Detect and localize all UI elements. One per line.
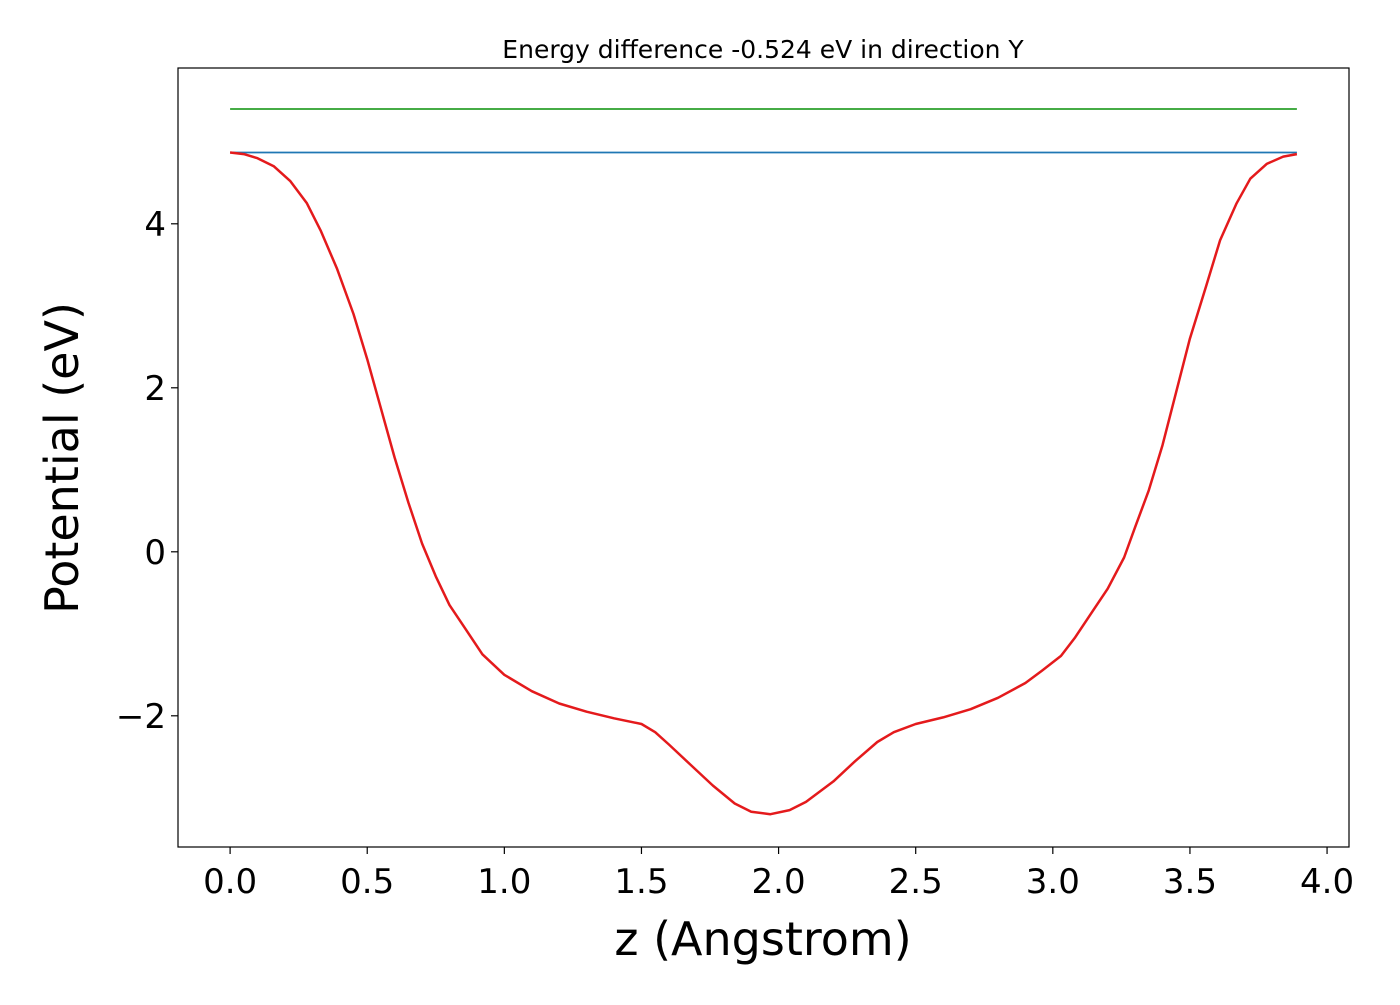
x-tick-label: 4.0 xyxy=(1300,862,1354,902)
series-line-3 xyxy=(229,151,1298,816)
x-axis-label: z (Angstrom) xyxy=(614,912,911,966)
x-tick-label: 2.0 xyxy=(752,862,806,902)
x-tick-label: 3.0 xyxy=(1026,862,1080,902)
x-tick-label: 0.0 xyxy=(203,862,257,902)
x-tick-label: 1.5 xyxy=(614,862,668,902)
x-tick-label: 3.5 xyxy=(1163,862,1217,902)
y-tick-label: 4 xyxy=(144,205,166,245)
x-axis-ticks: 0.0 0.5 1.0 1.5 2.0 2.5 3.0 3.5 4.0 xyxy=(203,847,1354,902)
chart-title: Energy difference -0.524 eV in direction… xyxy=(502,35,1024,64)
y-axis-ticks: −2 0 2 4 xyxy=(116,205,178,737)
plot-area xyxy=(229,108,1298,816)
plot-frame xyxy=(177,67,1350,848)
x-tick-label: 1.0 xyxy=(477,862,531,902)
y-tick-label: −2 xyxy=(116,697,166,737)
y-axis-label: Potential (eV) xyxy=(35,302,89,614)
y-tick-label: 2 xyxy=(144,369,166,409)
y-tick-label: 0 xyxy=(144,533,166,573)
x-tick-label: 0.5 xyxy=(340,862,394,902)
x-tick-label: 2.5 xyxy=(889,862,943,902)
